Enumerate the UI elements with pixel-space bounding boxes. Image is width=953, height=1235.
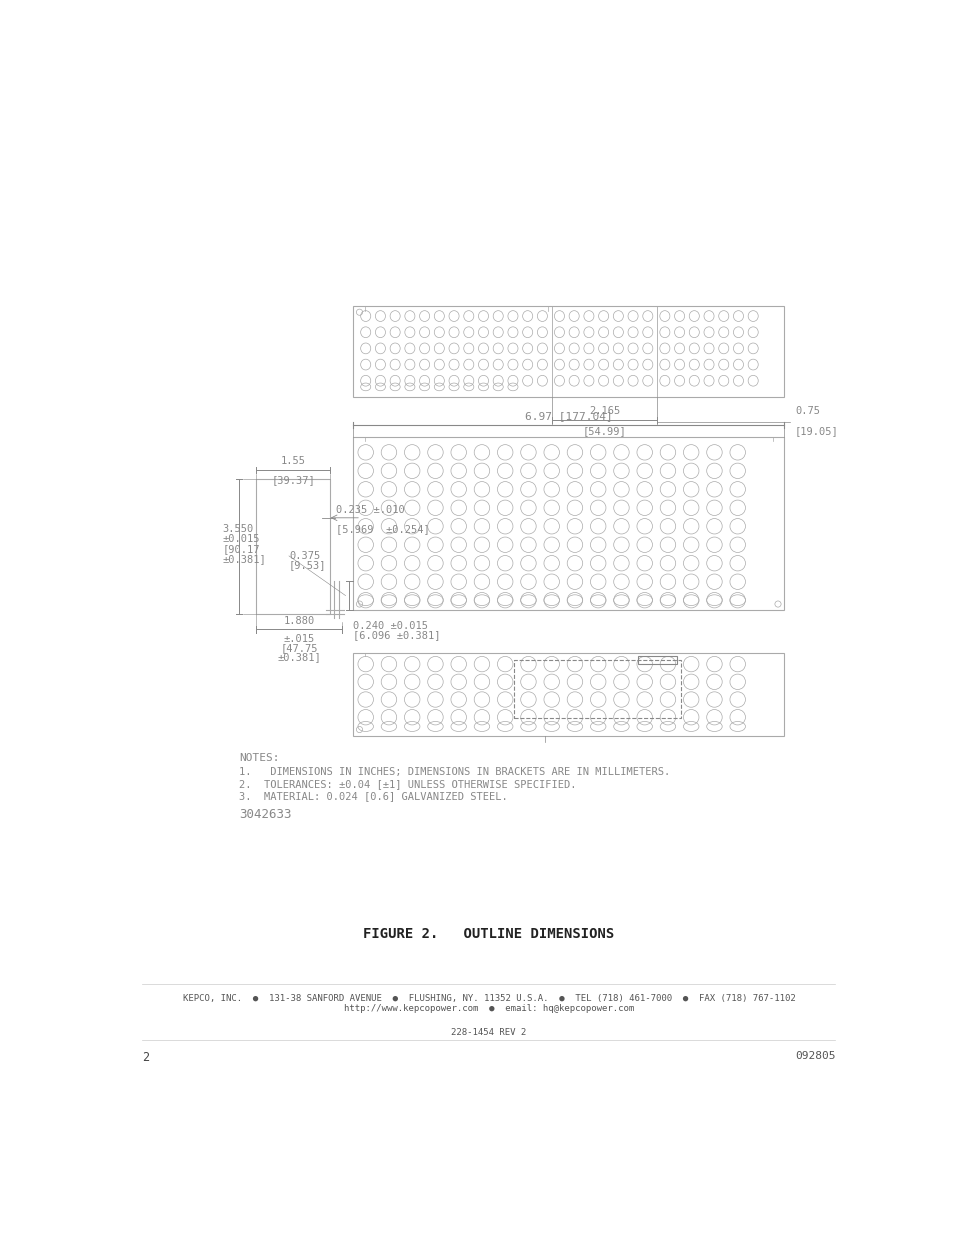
Text: 092805: 092805 xyxy=(794,1051,835,1061)
Text: 0.375: 0.375 xyxy=(289,551,320,561)
Text: [6.096 ±0.381]: [6.096 ±0.381] xyxy=(353,630,440,640)
Bar xyxy=(353,306,783,396)
Text: [54.99]: [54.99] xyxy=(582,426,625,436)
Text: KEPCO, INC.  ●  131-38 SANFORD AVENUE  ●  FLUSHING, NY. 11352 U.S.A.  ●  TEL (71: KEPCO, INC. ● 131-38 SANFORD AVENUE ● FL… xyxy=(182,994,795,1003)
Text: NOTES:: NOTES: xyxy=(239,752,279,763)
Text: [39.37]: [39.37] xyxy=(271,474,314,484)
Text: 1.   DIMENSIONS IN INCHES; DIMENSIONS IN BRACKETS ARE IN MILLIMETERS.: 1. DIMENSIONS IN INCHES; DIMENSIONS IN B… xyxy=(239,767,670,777)
Text: 0.235 ±.010: 0.235 ±.010 xyxy=(335,505,405,515)
Text: ±0.381]: ±0.381] xyxy=(222,553,266,563)
Text: 0.75: 0.75 xyxy=(794,406,820,416)
Text: 3.  MATERIAL: 0.024 [0.6] GALVANIZED STEEL.: 3. MATERIAL: 0.024 [0.6] GALVANIZED STEE… xyxy=(239,792,508,802)
Bar xyxy=(638,656,677,664)
Text: 2.  TOLERANCES: ±0.04 [±1] UNLESS OTHERWISE SPECIFIED.: 2. TOLERANCES: ±0.04 [±1] UNLESS OTHERWI… xyxy=(239,779,577,789)
Text: 0.240 ±0.015: 0.240 ±0.015 xyxy=(353,621,428,631)
Text: [9.53]: [9.53] xyxy=(289,561,326,571)
Bar xyxy=(353,652,783,736)
Text: [5.969  ±0.254]: [5.969 ±0.254] xyxy=(335,524,430,534)
Text: 2.165: 2.165 xyxy=(588,406,619,416)
Bar xyxy=(353,437,783,610)
Text: ±0.015: ±0.015 xyxy=(222,534,259,543)
Text: ±0.381]: ±0.381] xyxy=(277,652,320,662)
Text: ±.015: ±.015 xyxy=(283,634,314,645)
Text: FIGURE 2.   OUTLINE DIMENSIONS: FIGURE 2. OUTLINE DIMENSIONS xyxy=(363,926,614,941)
Bar xyxy=(256,479,330,614)
Text: http://www.kepcopower.com  ●  email: hq@kepcopower.com: http://www.kepcopower.com ● email: hq@ke… xyxy=(343,1004,634,1014)
Bar xyxy=(514,661,680,718)
Text: 2: 2 xyxy=(142,1051,150,1065)
Text: 228-1454 REV 2: 228-1454 REV 2 xyxy=(451,1029,526,1037)
Text: 3.550: 3.550 xyxy=(222,524,253,534)
Text: 6.97 [177.04]: 6.97 [177.04] xyxy=(524,411,612,421)
Text: 1.55: 1.55 xyxy=(280,456,305,466)
Text: 1.880: 1.880 xyxy=(283,615,314,626)
Text: [90.17: [90.17 xyxy=(222,543,259,553)
Text: 3042633: 3042633 xyxy=(239,808,292,821)
Text: [47.75: [47.75 xyxy=(280,643,317,653)
Text: [19.05]: [19.05] xyxy=(794,426,838,436)
